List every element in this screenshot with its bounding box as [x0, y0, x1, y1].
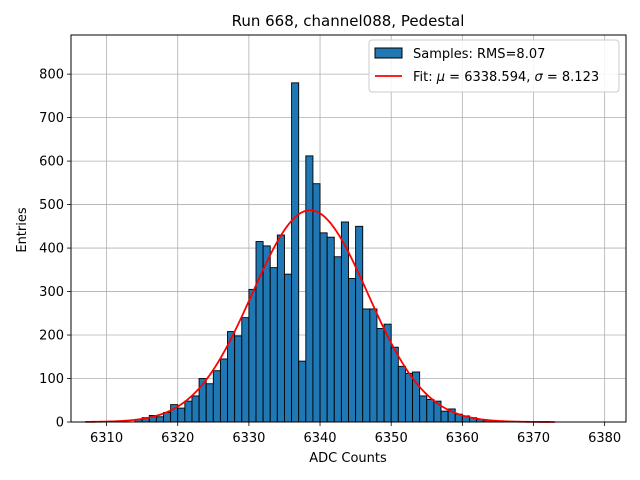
y-axis-ticks: 0 100 200 300 400 500 600 700 800 [39, 68, 71, 431]
legend-fit-prefix: Fit: [413, 70, 437, 85]
x-tick-label: 6310 [90, 431, 123, 446]
histogram-bar [155, 416, 164, 423]
histogram-bar [276, 234, 285, 423]
histogram-bar [255, 241, 264, 423]
x-tick-label: 6380 [588, 431, 621, 446]
histogram-bar [191, 395, 200, 423]
y-tick-label: 700 [39, 111, 64, 126]
x-axis-label: ADC Counts [309, 451, 387, 466]
histogram-bar [219, 358, 228, 423]
histogram-bar [369, 308, 378, 423]
histogram-bar [419, 395, 428, 423]
histogram-bar [248, 288, 257, 423]
legend-histogram-label: Samples: RMS=8.07 [413, 47, 545, 62]
y-tick-label: 400 [39, 242, 64, 257]
y-tick-label: 0 [56, 416, 64, 431]
histogram-bar [241, 317, 250, 423]
histogram-bar [355, 225, 364, 423]
histogram-bar [305, 155, 314, 423]
x-tick-label: 6350 [375, 431, 408, 446]
histogram-bar [426, 398, 435, 423]
x-tick-label: 6360 [446, 431, 479, 446]
histogram-bars [134, 82, 513, 423]
histogram-bar [319, 232, 328, 423]
x-axis-ticks: 6310 6320 6330 6340 6350 6360 6370 6380 [90, 422, 621, 446]
histogram-bar [269, 267, 278, 423]
y-axis-label: Entries [15, 207, 30, 253]
histogram-bar [397, 365, 406, 423]
fit-curve-layer [85, 209, 555, 423]
histogram-bar [184, 400, 193, 423]
plot-frame [70, 34, 627, 423]
histogram-bar [298, 360, 307, 423]
legend-histogram-swatch [374, 47, 403, 59]
y-tick-label: 500 [39, 198, 64, 213]
y-tick-label: 200 [39, 329, 64, 344]
y-tick-label: 300 [39, 285, 64, 300]
histogram-bar [284, 273, 293, 423]
x-tick-label: 6330 [232, 431, 265, 446]
histogram-bar [205, 383, 214, 423]
x-tick-label: 6320 [161, 431, 194, 446]
legend: Samples: RMS=8.07 Fit: μ = 6338.594, σ =… [368, 39, 620, 93]
histogram-bar [333, 256, 342, 423]
histogram-bar [262, 245, 271, 423]
legend-fit-mu-symbol: μ [436, 70, 445, 85]
legend-fit-sigma-symbol: σ [535, 70, 544, 85]
x-tick-label: 6370 [517, 431, 550, 446]
chart-title: Run 668, channel088, Pedestal [232, 12, 465, 30]
histogram-bar [291, 82, 300, 423]
histogram-bar [312, 183, 321, 423]
histogram-bar [212, 370, 221, 423]
legend-fit-label: Fit: μ = 6338.594, σ = 8.123 [413, 70, 599, 85]
legend-fit-sigma-value: = 8.123 [543, 70, 599, 85]
legend-box [368, 39, 620, 93]
histogram-bar [390, 346, 399, 423]
histogram-bar [234, 335, 243, 423]
y-tick-label: 800 [39, 68, 64, 83]
histogram-bar [177, 407, 186, 423]
fit-curve [85, 209, 555, 423]
legend-fit-mu-value: = 6338.594, [445, 70, 534, 85]
y-tick-label: 100 [39, 372, 64, 387]
y-tick-label: 600 [39, 155, 64, 170]
histogram-bar [404, 372, 413, 423]
histogram-bar [348, 278, 357, 423]
histogram-bar [383, 323, 392, 423]
x-tick-label: 6340 [303, 431, 336, 446]
histogram-bar [326, 236, 335, 423]
histogram-bar [440, 410, 449, 423]
histogram-bar [376, 328, 385, 423]
histogram-bar [362, 308, 371, 423]
